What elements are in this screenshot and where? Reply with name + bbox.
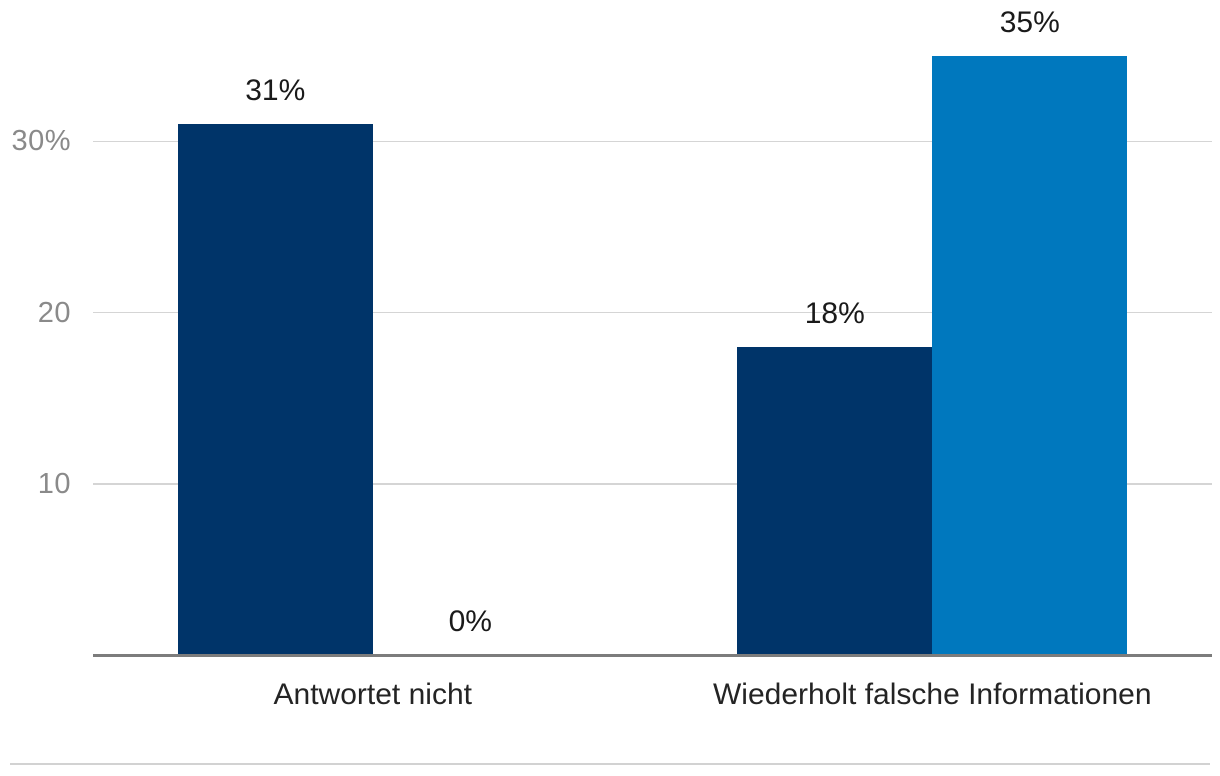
x-axis-category-label: Wiederholt falsche Informationen [712, 678, 1152, 711]
x-axis-category-label: Antwortet nicht [273, 678, 472, 711]
gridline [93, 311, 1212, 314]
bar [737, 346, 933, 655]
y-axis-tick-label: 30% [11, 125, 71, 158]
bar-value-label: 35% [999, 5, 1060, 39]
x-axis-line [93, 654, 1212, 657]
bar-value-label: 31% [245, 74, 306, 108]
gridline [93, 483, 1212, 485]
y-axis-tick-label: 20 [37, 296, 71, 329]
bar [932, 55, 1128, 655]
bar-value-label: 0% [448, 605, 492, 638]
bar-value-label: 18% [804, 296, 865, 330]
footer-divider [10, 763, 1210, 765]
y-axis-tick-label: 10 [37, 467, 71, 500]
bar [177, 124, 373, 655]
gridline [93, 140, 1212, 143]
